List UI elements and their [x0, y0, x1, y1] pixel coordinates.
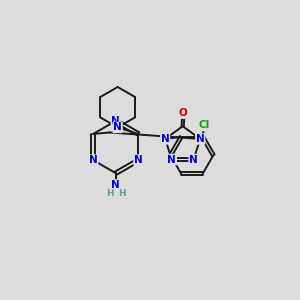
- Text: H: H: [118, 190, 126, 199]
- Text: N: N: [196, 134, 205, 144]
- Text: N: N: [113, 122, 122, 132]
- Text: N: N: [111, 116, 120, 126]
- Text: O: O: [179, 108, 188, 118]
- Text: N: N: [161, 134, 170, 144]
- Text: N: N: [189, 154, 198, 165]
- Text: N: N: [167, 154, 176, 165]
- Text: N: N: [89, 155, 98, 165]
- Text: N: N: [111, 180, 120, 190]
- Text: N: N: [134, 155, 143, 165]
- Text: Cl: Cl: [199, 121, 210, 130]
- Text: H: H: [106, 190, 114, 199]
